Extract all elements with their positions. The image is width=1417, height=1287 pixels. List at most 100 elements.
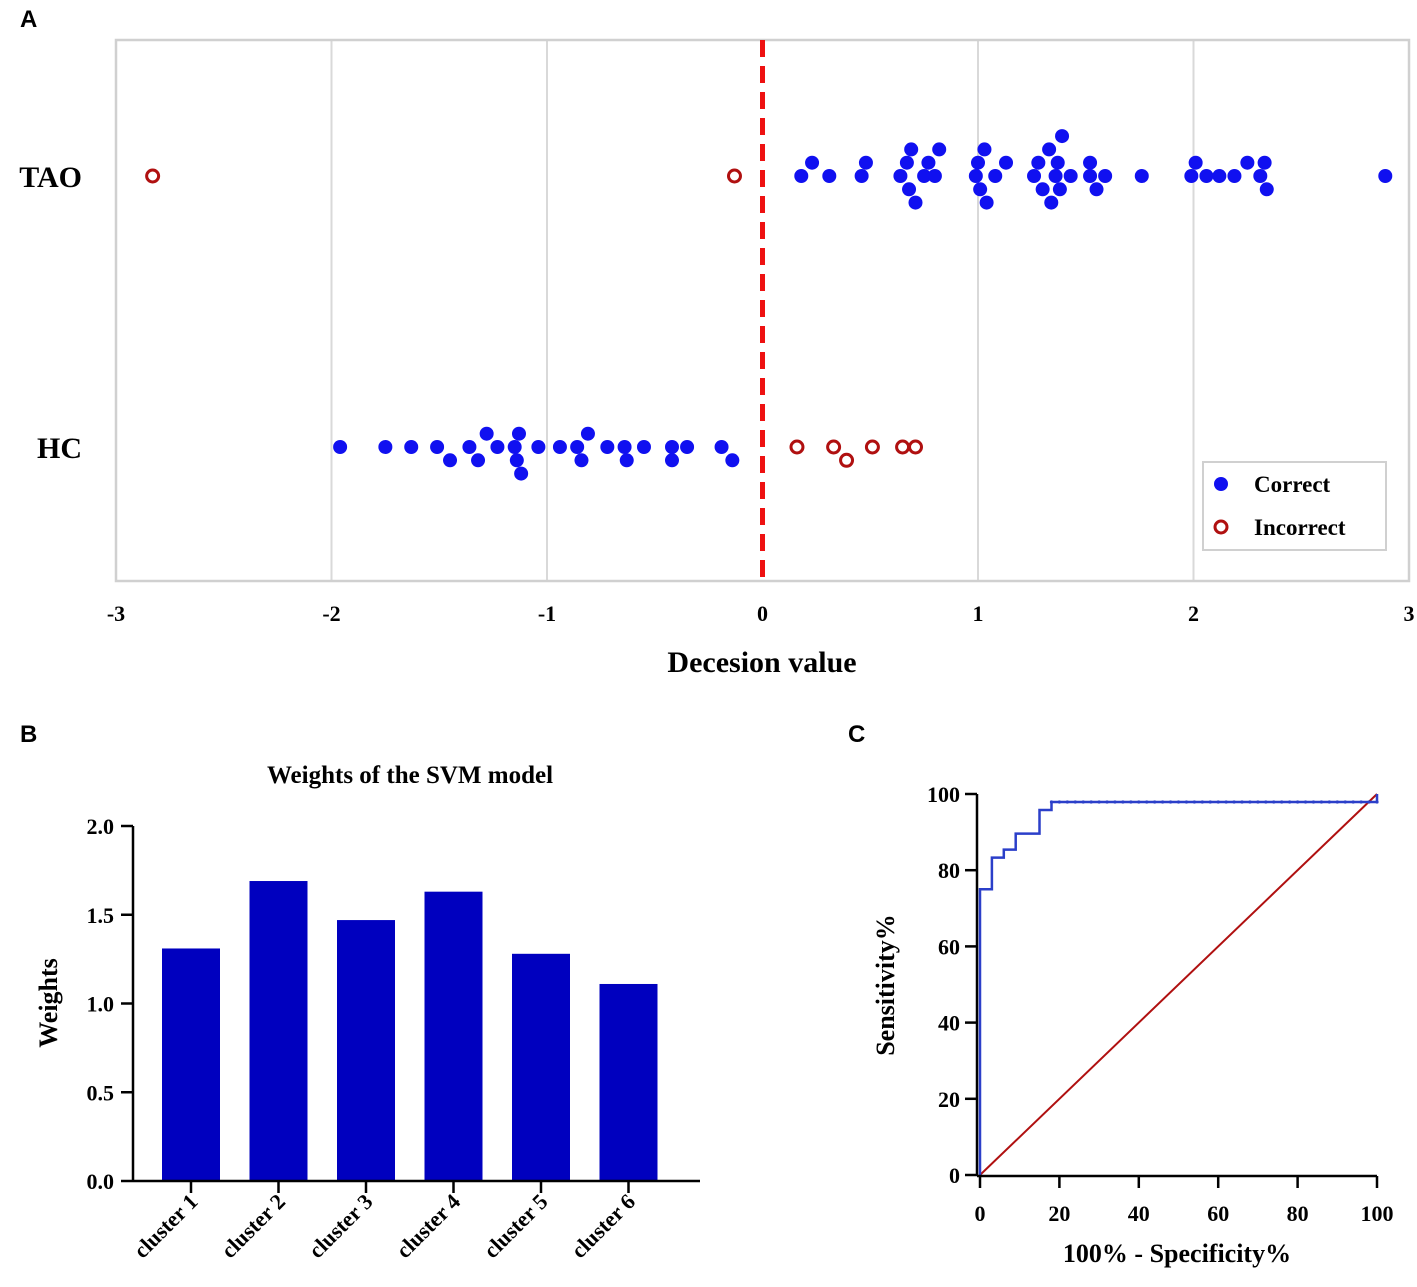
correct-point (531, 440, 546, 454)
correct-point (1031, 155, 1046, 170)
correct-point (1050, 155, 1065, 170)
correct-point (725, 453, 740, 468)
panel-letter-b: B (20, 721, 37, 748)
correct-point (378, 440, 393, 454)
correct-point (822, 169, 837, 183)
correct-point (443, 453, 458, 468)
panel-letter-c: C (848, 721, 865, 748)
correct-point (664, 440, 679, 454)
x-axis-label: Decesion value (667, 646, 856, 679)
correct-point (1055, 129, 1070, 144)
correct-point (805, 155, 820, 170)
roc-point (1359, 800, 1363, 804)
correct-point (973, 182, 988, 197)
roc-point (1375, 800, 1379, 804)
roc-point (1161, 800, 1165, 804)
category-label: TAO (19, 161, 82, 194)
correct-point (977, 142, 992, 157)
correct-point (927, 169, 942, 183)
correct-point (619, 453, 634, 468)
roc-point (1256, 800, 1260, 804)
x-ticks: 0 20 40 60 80 100 (975, 1176, 1394, 1226)
correct-point (636, 440, 651, 454)
correct-point (664, 453, 679, 468)
correct-point (333, 440, 348, 454)
legend: Correct Incorrect (1202, 461, 1387, 551)
y-tick-label: 80 (938, 858, 960, 883)
roc-point (1232, 800, 1236, 804)
roc-point (1113, 800, 1117, 804)
x-tick-label: 100 (1361, 1201, 1394, 1226)
legend-label-incorrect: Incorrect (1254, 515, 1346, 540)
correct-point (908, 195, 923, 210)
correct-point (1083, 169, 1098, 183)
correct-point (1378, 169, 1393, 183)
roc-point (1303, 800, 1308, 804)
correct-point (794, 169, 809, 183)
category-label: HC (37, 432, 82, 465)
roc-point (1153, 800, 1157, 804)
correct-point (1063, 169, 1078, 183)
bar (249, 881, 308, 1181)
roc-point (1192, 800, 1196, 804)
x-tick-labels: -3 -2 -1 0 1 2 3 (107, 601, 1415, 626)
correct-point (1098, 169, 1113, 183)
legend-box (1202, 461, 1387, 551)
correct-point (507, 440, 522, 454)
correct-point (600, 440, 615, 454)
x-tick-label: cluster 1 (129, 1189, 203, 1263)
roc-point (1216, 800, 1220, 804)
y-tick-label: 1.5 (87, 903, 115, 928)
reference-diagonal (979, 793, 1378, 1176)
incorrect-point (789, 439, 805, 455)
roc-point (1065, 800, 1069, 804)
correct-point (1240, 155, 1255, 170)
x-tick-label: 0 (975, 1201, 986, 1226)
y-tick-label: 60 (938, 934, 960, 959)
roc-point (1311, 800, 1316, 804)
correct-point (899, 155, 914, 170)
roc-point (1248, 800, 1252, 804)
x-tick-label: 80 (1287, 1201, 1309, 1226)
category-labels: TAO HC (19, 161, 82, 465)
correct-point (904, 142, 919, 157)
correct-point (490, 440, 505, 454)
correct-point (552, 440, 567, 454)
roc-point (1057, 800, 1061, 804)
y-ticks: 0.0 0.5 1.0 1.5 2.0 (87, 814, 133, 1194)
grid-lines (330, 40, 1195, 581)
roc-point (1184, 800, 1189, 804)
correct-point (680, 440, 695, 454)
correct-point (479, 426, 494, 441)
x-tick-label: 40 (1128, 1201, 1150, 1226)
y-tick-label: 40 (938, 1011, 960, 1036)
correct-point (509, 453, 524, 468)
correct-point (574, 453, 589, 468)
bar (162, 948, 220, 1181)
roc-point (1296, 800, 1300, 804)
legend-marker-incorrect (1213, 519, 1229, 535)
chart-title: Weights of the SVM model (267, 762, 553, 789)
correct-point (617, 440, 632, 454)
incorrect-point (839, 452, 855, 468)
correct-point (1083, 155, 1098, 170)
roc-point (1176, 800, 1181, 804)
roc-point (1105, 800, 1109, 804)
roc-curve (978, 794, 1379, 1175)
roc-point (1224, 800, 1228, 804)
x-tick-label: cluster 5 (479, 1189, 553, 1263)
legend-marker-correct (1214, 477, 1228, 491)
x-tick-label: 60 (1207, 1201, 1229, 1226)
correct-point (1212, 169, 1227, 183)
x-axis-label: 100% - Specificity% (1063, 1239, 1291, 1268)
correct-point (1253, 169, 1268, 183)
incorrect-point (145, 168, 161, 184)
correct-point (979, 195, 994, 210)
y-axis-label: Weights (34, 958, 63, 1048)
correct-point (971, 155, 985, 170)
roc-point (1208, 800, 1212, 804)
correct-point (580, 426, 595, 441)
correct-point (462, 440, 477, 454)
correct-point (921, 155, 936, 170)
correct-point (1044, 195, 1059, 210)
